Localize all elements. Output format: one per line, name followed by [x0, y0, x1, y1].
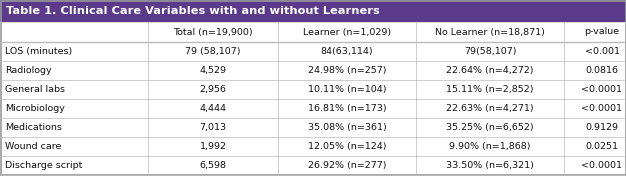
Text: No Learner (n=18,871): No Learner (n=18,871) — [435, 27, 545, 36]
Text: Learner (n=1,029): Learner (n=1,029) — [303, 27, 391, 36]
Bar — [0, 156, 626, 175]
Text: 0.0816: 0.0816 — [585, 66, 618, 75]
Text: 10.11% (n=104): 10.11% (n=104) — [308, 85, 386, 94]
Text: 26.92% (n=277): 26.92% (n=277) — [308, 161, 386, 170]
Bar — [0, 42, 626, 61]
Text: Microbiology: Microbiology — [5, 104, 65, 113]
Text: LOS (minutes): LOS (minutes) — [5, 47, 72, 56]
Text: 15.11% (n=2,852): 15.11% (n=2,852) — [446, 85, 534, 94]
Text: Table 1. Clinical Care Variables with and without Learners: Table 1. Clinical Care Variables with an… — [6, 6, 380, 16]
Text: 22.64% (n=4,272): 22.64% (n=4,272) — [446, 66, 534, 75]
Text: 2,956: 2,956 — [200, 85, 227, 94]
Bar — [0, 137, 626, 156]
Text: 79 (58,107): 79 (58,107) — [185, 47, 241, 56]
Text: 24.98% (n=257): 24.98% (n=257) — [308, 66, 386, 75]
Text: 9.90% (n=1,868): 9.90% (n=1,868) — [449, 142, 531, 151]
Text: <0.0001: <0.0001 — [582, 161, 622, 170]
Text: <0.0001: <0.0001 — [582, 85, 622, 94]
Text: 35.08% (n=361): 35.08% (n=361) — [307, 123, 386, 132]
Text: 84(63,114): 84(63,114) — [321, 47, 373, 56]
Text: 4,444: 4,444 — [200, 104, 227, 113]
Text: 33.50% (n=6,321): 33.50% (n=6,321) — [446, 161, 534, 170]
Text: p-value: p-value — [585, 27, 620, 36]
Text: 7,013: 7,013 — [200, 123, 227, 132]
Text: <0.0001: <0.0001 — [582, 104, 622, 113]
Text: 22.63% (n=4,271): 22.63% (n=4,271) — [446, 104, 534, 113]
Text: 4,529: 4,529 — [200, 66, 227, 75]
Text: Discharge script: Discharge script — [5, 161, 83, 170]
Text: Wound care: Wound care — [5, 142, 61, 151]
Text: Total (n=19,900): Total (n=19,900) — [173, 27, 253, 36]
Bar — [0, 0, 626, 22]
Text: 79(58,107): 79(58,107) — [464, 47, 516, 56]
Text: 0.0251: 0.0251 — [585, 142, 618, 151]
Bar — [0, 22, 626, 42]
Text: <0.001: <0.001 — [585, 47, 620, 56]
Text: Medications: Medications — [5, 123, 62, 132]
Text: 0.9129: 0.9129 — [585, 123, 618, 132]
Text: 16.81% (n=173): 16.81% (n=173) — [308, 104, 386, 113]
Bar — [0, 99, 626, 118]
Bar — [0, 118, 626, 137]
Text: 1,992: 1,992 — [200, 142, 227, 151]
Text: 12.05% (n=124): 12.05% (n=124) — [308, 142, 386, 151]
Bar — [0, 80, 626, 99]
Text: 35.25% (n=6,652): 35.25% (n=6,652) — [446, 123, 534, 132]
Text: 6,598: 6,598 — [200, 161, 227, 170]
Text: Radiology: Radiology — [5, 66, 51, 75]
Text: General labs: General labs — [5, 85, 65, 94]
Bar — [0, 61, 626, 80]
